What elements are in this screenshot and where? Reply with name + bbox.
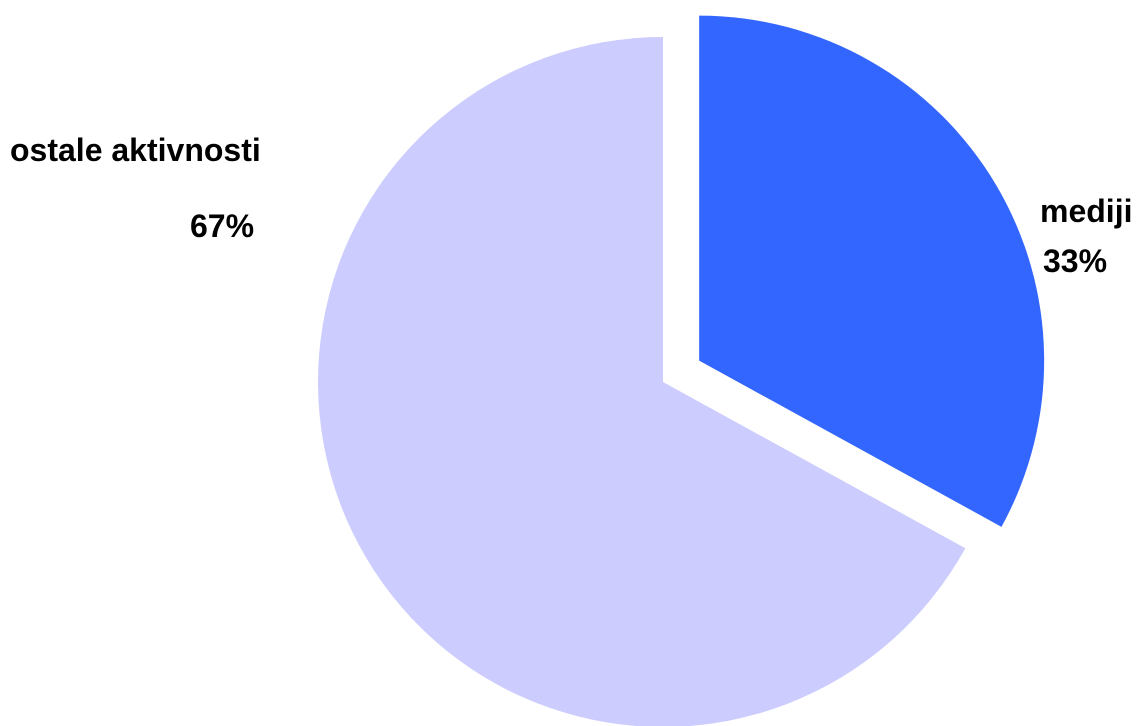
- pie-slices: [318, 15, 1045, 726]
- slice-value-mediji: 33%: [1043, 243, 1108, 279]
- slice-label-ostale-aktivnosti: ostale aktivnosti: [10, 132, 261, 168]
- pie-slice-mediji: [699, 15, 1045, 527]
- pie-slice-ostale-aktivnosti: [318, 37, 966, 726]
- slice-value-ostale-aktivnosti: 67%: [190, 208, 255, 244]
- slice-label-mediji: mediji: [1040, 193, 1133, 229]
